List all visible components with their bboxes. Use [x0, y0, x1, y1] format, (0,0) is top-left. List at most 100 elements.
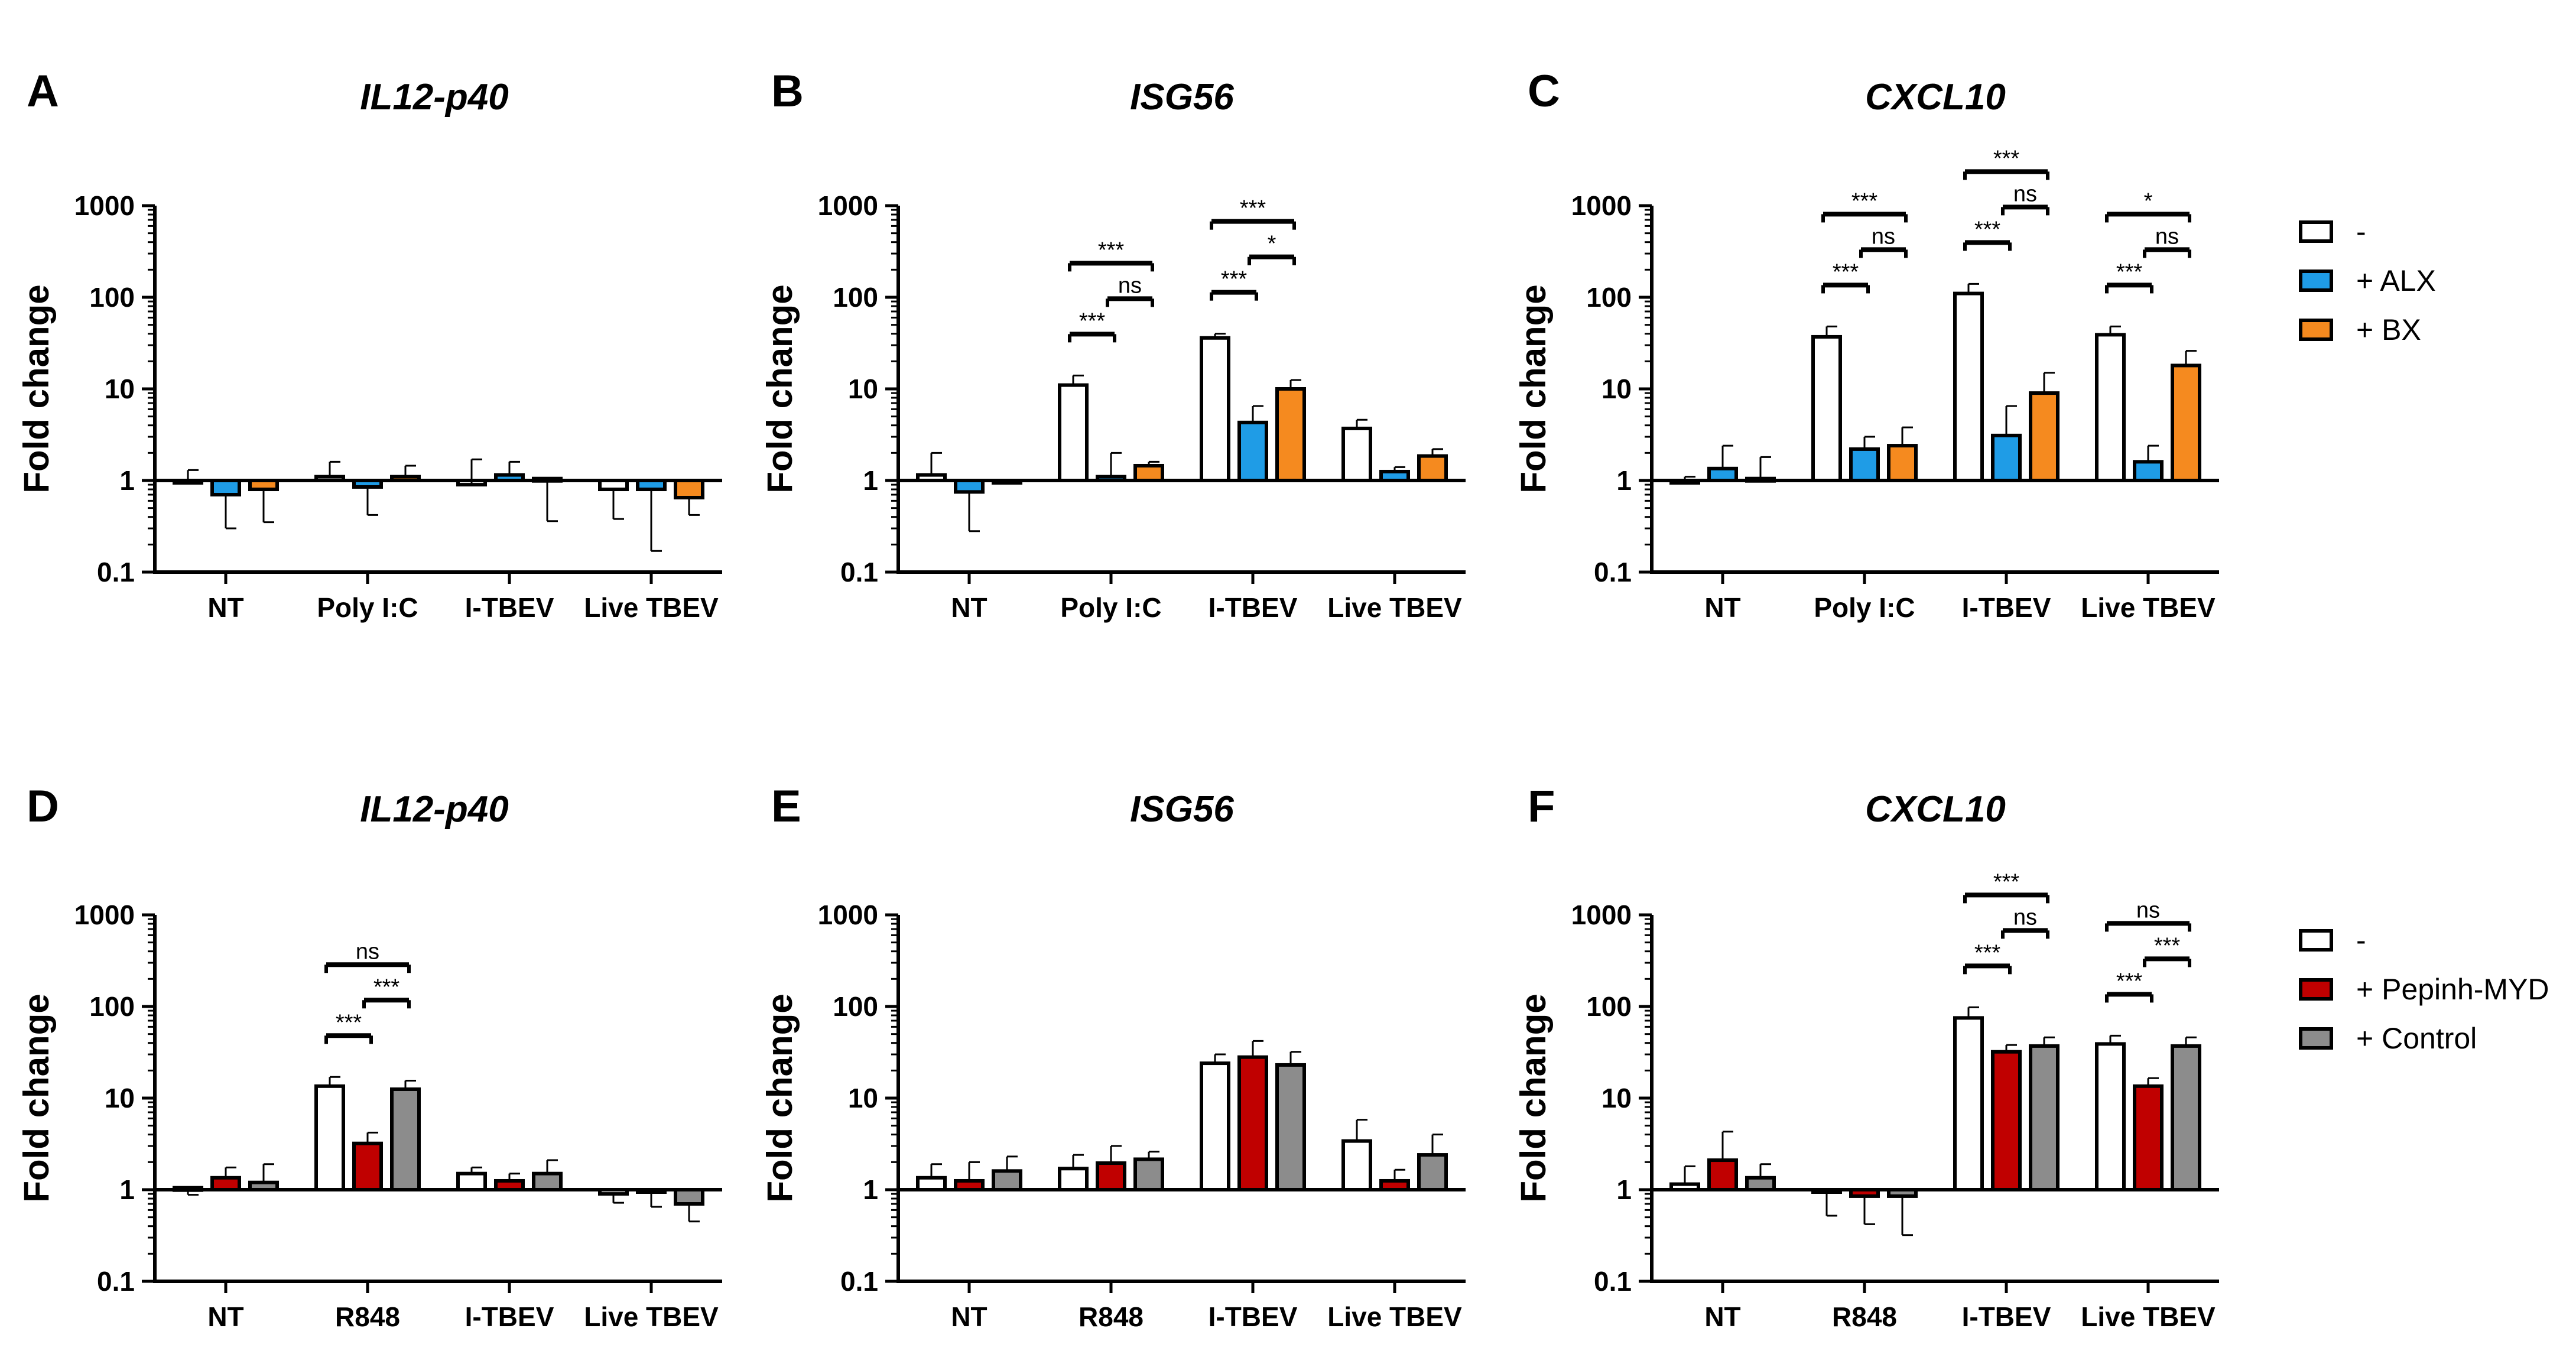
y-tick-label: 10	[1602, 1083, 1632, 1113]
chart-panel-e: E ISG56 1000 100 10 1 0.1 Fold change NT R848 I-TB…	[760, 781, 1466, 1332]
x-category-label: I-TBEV	[465, 592, 554, 623]
significance-label: ***	[373, 975, 400, 999]
x-category-label: R848	[335, 1301, 400, 1332]
y-tick-label: 1	[863, 1174, 878, 1205]
significance-label: ns	[1872, 224, 1895, 249]
bar-1	[1811, 335, 1842, 482]
significance-label: ***	[1098, 238, 1125, 262]
bar-2	[954, 479, 985, 494]
panel-letter: F	[1528, 781, 1555, 832]
significance-label: ***	[2116, 969, 2143, 993]
legend-label: + ALX	[2356, 264, 2436, 297]
bar-1	[1811, 1188, 1842, 1194]
legend-swatch	[2299, 929, 2333, 952]
y-tick-label: 100	[833, 991, 878, 1022]
panel-title: ISG56	[1130, 77, 1234, 118]
bar-3	[390, 1087, 421, 1192]
x-category-label: NT	[1704, 1301, 1740, 1332]
bar-2	[494, 473, 525, 483]
bar-1	[1200, 1061, 1230, 1191]
chart-panel-d: D IL12-p40 1000 100 10 1 0.1 Fold change NT R848 I…	[17, 781, 722, 1332]
y-axis-title: Fold change	[760, 993, 800, 1202]
panel-letter: E	[771, 781, 801, 832]
bar-1	[1669, 1182, 1700, 1191]
bar-1	[598, 1188, 629, 1196]
bar-1	[1058, 383, 1089, 482]
panel-letter: C	[1528, 66, 1560, 116]
y-tick-label: 1000	[1571, 900, 1632, 930]
x-category-label: NT	[951, 592, 987, 623]
bar-1	[916, 473, 947, 483]
legend-swatch	[2299, 269, 2333, 292]
legend-swatch	[2299, 1027, 2333, 1050]
bar-3	[1745, 476, 1776, 483]
x-category-label: Live TBEV	[2081, 592, 2216, 623]
y-tick-label: 10	[1602, 374, 1632, 404]
bar-3	[248, 479, 279, 492]
bar-1	[1953, 291, 1984, 482]
x-category-label: NT	[207, 1301, 243, 1332]
legend-label: + Pepinh-MYD	[2356, 973, 2549, 1006]
x-category-label: Poly I:C	[1060, 592, 1161, 623]
y-tick-label: 0.1	[97, 557, 135, 587]
bar-2	[1237, 1055, 1268, 1192]
bar-1	[1200, 336, 1230, 483]
y-tick-label: 0.1	[1594, 1266, 1632, 1297]
bar-1	[2095, 333, 2126, 483]
bar-1	[173, 479, 203, 485]
significance-label: ***	[1240, 196, 1266, 221]
significance-label: *	[1268, 232, 1276, 256]
y-axis-title: Fold change	[1513, 284, 1553, 493]
significance-label: ***	[1221, 267, 1248, 292]
significance-label: ns	[2013, 181, 2037, 206]
panel-letter: B	[771, 66, 804, 116]
y-tick-label: 1	[863, 465, 878, 496]
bar-3	[248, 1180, 279, 1192]
y-tick-label: 1	[119, 1174, 135, 1205]
bar-1	[314, 1084, 345, 1191]
y-tick-label: 100	[89, 991, 135, 1022]
significance-label: ***	[2116, 259, 2143, 284]
x-category-label: NT	[207, 592, 243, 623]
x-category-label: I-TBEV	[465, 1301, 554, 1332]
legend-top: - + ALX + BX	[2299, 215, 2436, 346]
bar-2	[210, 479, 241, 497]
chart-panel-b: B ISG56 1000 100 10 1 0.1 Fold change NT Poly I:C…	[760, 66, 1466, 623]
bar-2	[1096, 475, 1126, 482]
y-tick-label: 1000	[818, 900, 878, 930]
bar-1	[598, 479, 629, 492]
bar-2	[352, 479, 383, 489]
bar-3	[2029, 391, 2059, 482]
bar-1	[314, 475, 345, 482]
panel-title: IL12-p40	[360, 789, 509, 830]
significance-label: ***	[1974, 217, 2001, 242]
legend-label: -	[2356, 215, 2366, 248]
significance-label: ns	[2136, 898, 2160, 923]
y-axis-title: Fold change	[17, 993, 56, 1202]
y-tick-label: 0.1	[840, 1266, 878, 1297]
bar-2	[1707, 466, 1738, 483]
panel-title: CXCL10	[1865, 789, 2006, 830]
bar-2	[2133, 1084, 2164, 1191]
y-tick-label: 1	[1616, 1174, 1632, 1205]
bar-3	[532, 1171, 563, 1191]
x-category-label: NT	[1704, 592, 1740, 623]
x-category-label: Live TBEV	[584, 592, 719, 623]
bar-3	[1275, 387, 1306, 482]
y-axis-title: Fold change	[17, 284, 56, 493]
x-category-label: Live TBEV	[2081, 1301, 2216, 1332]
panel-letter: D	[27, 781, 59, 832]
x-category-label: NT	[951, 1301, 987, 1332]
significance-label: ***	[1833, 259, 1859, 284]
bar-1	[1953, 1016, 1984, 1191]
bar-1	[456, 1171, 487, 1191]
significance-label: ***	[2154, 933, 2181, 958]
x-category-label: I-TBEV	[1962, 592, 2051, 623]
x-category-label: Poly I:C	[317, 592, 418, 623]
bar-1	[916, 1176, 947, 1191]
y-tick-label: 10	[105, 1083, 135, 1113]
bar-3	[390, 475, 421, 482]
bar-2	[494, 1178, 525, 1192]
significance-label: ns	[356, 939, 379, 964]
chart-panel-c: C CXCL10 1000 100 10 1 0.1 Fold change NT Poly I:…	[1513, 66, 2219, 623]
